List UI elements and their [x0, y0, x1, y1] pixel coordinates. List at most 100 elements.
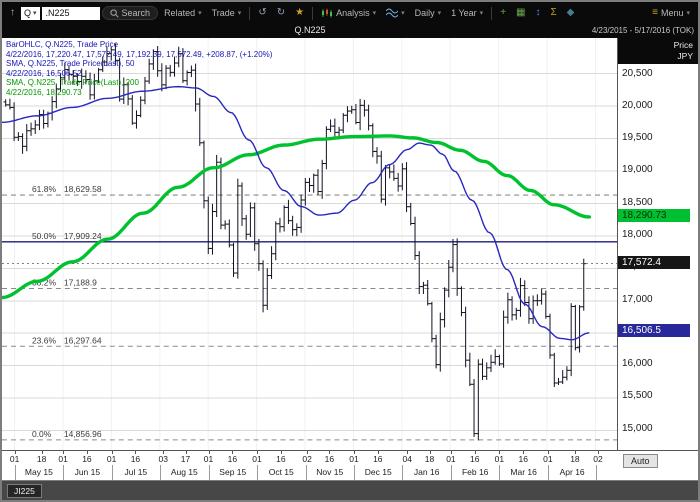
- fib-level-pct: 61.8%: [32, 184, 56, 194]
- month-separator: [596, 465, 598, 480]
- annotate-icon[interactable]: +: [500, 7, 507, 18]
- x-tick-mark: [597, 451, 599, 454]
- toolbar-divider: [312, 6, 314, 20]
- x-tick-mark: [232, 451, 234, 454]
- caret-down-icon: ▾: [237, 10, 242, 17]
- x-tick-mark: [429, 451, 431, 454]
- x-tick-mark: [280, 451, 282, 454]
- favorites-icon[interactable]: ★: [295, 7, 305, 18]
- y-axis-title: Price: [673, 40, 693, 50]
- fib-level-value: 17,909.24: [64, 231, 102, 241]
- menu-button[interactable]: ≡ Menu ▾: [648, 6, 694, 20]
- month-separator: [208, 465, 210, 480]
- nav-up-icon[interactable]: ↑: [10, 7, 15, 18]
- month-separator: [402, 465, 404, 480]
- interval-value: Daily: [414, 8, 435, 18]
- x-axis-day-label: 16: [227, 454, 238, 464]
- range-select[interactable]: 1 Year ▾: [447, 6, 487, 20]
- y-axis-label: 20,000: [622, 99, 653, 111]
- x-tick-mark: [307, 451, 309, 454]
- x-axis-day-label: 01: [446, 454, 456, 464]
- x-axis-month-label: Dec 15: [364, 467, 392, 477]
- caret-down-icon: ▾: [198, 10, 202, 17]
- x-tick-mark: [163, 451, 165, 454]
- interval-select[interactable]: Daily ▾: [411, 6, 446, 20]
- redo-icon[interactable]: ↻: [276, 7, 286, 18]
- month-separator: [257, 465, 259, 480]
- auto-scale-button[interactable]: Auto: [623, 454, 658, 468]
- y-axis[interactable]: Price JPY 20,500 20,000 19,500 19,000 18,500…: [618, 38, 698, 450]
- x-axis-day-label: 17: [180, 454, 191, 464]
- x-axis-month-label: Jun 15: [74, 467, 101, 477]
- scale-arrows-icon[interactable]: ↕: [535, 7, 541, 18]
- analysis-label: Analysis: [336, 8, 370, 18]
- x-tick-mark: [257, 451, 259, 454]
- x-tick-mark: [14, 451, 16, 454]
- x-axis-month-label: Mar 16: [510, 467, 537, 477]
- x-axis-day-label: 16: [82, 454, 92, 464]
- x-axis-month-label: Jan 16: [413, 467, 440, 477]
- search-icon: [109, 8, 119, 18]
- x-axis-day-label: 01: [106, 454, 117, 464]
- month-separator: [111, 465, 113, 480]
- x-axis-month-label: Oct 15: [268, 467, 294, 477]
- wave-layout-icon: [386, 8, 399, 18]
- x-axis-day-label: 16: [130, 454, 141, 464]
- month-separator: [305, 465, 307, 480]
- menu-icon: ≡: [652, 7, 658, 18]
- x-axis-day-label: 16: [518, 454, 528, 464]
- x-axis-day-label: 18: [36, 454, 47, 464]
- month-separator: [353, 465, 355, 480]
- indicator-icon[interactable]: ◆: [566, 7, 575, 18]
- x-axis[interactable]: May 15 Jun 15 Jul 15 Aug 15 Sep 15 Oct 15 Nov …: [2, 450, 618, 480]
- x-axis-day-label: 16: [373, 454, 383, 464]
- x-tick-mark: [329, 451, 331, 454]
- y-axis-header: Price JPY: [618, 38, 698, 64]
- chart-date-range: 4/23/2015 - 5/17/2016 (TOK): [591, 26, 694, 35]
- fib-level-value: 14,856.96: [64, 429, 102, 439]
- toolbar: ↑ Q ▾ .N225 Search Related ▾ Trade ▾ ↺ ↻…: [2, 2, 698, 24]
- month-separator: [499, 465, 501, 480]
- y-axis-label: 18,500: [622, 196, 653, 208]
- x-tick-mark: [63, 451, 65, 454]
- quote-type-select[interactable]: Q ▾: [21, 6, 40, 20]
- layout-menu[interactable]: ▾: [382, 6, 409, 20]
- x-tick-mark: [353, 451, 355, 454]
- symbol-input[interactable]: .N225: [41, 6, 100, 20]
- price-tag: 18,290.73: [618, 209, 690, 223]
- related-menu[interactable]: Related ▾: [160, 6, 206, 20]
- caret-down-icon: ▾: [372, 10, 377, 17]
- search-button[interactable]: Search: [101, 6, 159, 20]
- x-axis-day-label: 01: [58, 454, 68, 464]
- fib-level-pct: 50.0%: [32, 231, 56, 241]
- caret-down-icon: ▾: [437, 10, 442, 17]
- undo-icon[interactable]: ↺: [258, 7, 267, 18]
- status-bar: JI225: [2, 480, 698, 500]
- y-axis-label: 17,000: [622, 293, 653, 305]
- x-axis-month-label: Feb 16: [461, 467, 489, 477]
- y-axis-currency: JPY: [677, 51, 693, 61]
- x-tick-mark: [111, 451, 113, 454]
- x-tick-mark: [523, 451, 525, 454]
- fib-level-pct: 38.2%: [32, 277, 56, 287]
- chart-header: Q.N225 4/23/2015 - 5/17/2016 (TOK): [2, 24, 698, 38]
- x-axis-day-label: 02: [593, 454, 603, 464]
- page-tab[interactable]: JI225: [7, 483, 42, 498]
- x-axis-month-label: Nov 15: [316, 467, 344, 477]
- trade-menu[interactable]: Trade ▾: [208, 6, 246, 20]
- functions-icon[interactable]: Σ: [550, 7, 557, 18]
- x-axis-day-label: 01: [203, 454, 214, 464]
- price-chart-canvas[interactable]: 61.8% 18,629.58 50.0% 17,909.24 38.2% 17,188.…: [2, 38, 618, 450]
- x-tick-mark: [499, 451, 501, 454]
- related-label: Related: [164, 8, 196, 18]
- sma-50-line: [2, 85, 590, 341]
- fib-level-value: 17,188.9: [64, 277, 97, 287]
- fib-level-pct: 0.0%: [32, 429, 52, 439]
- x-tick-mark: [41, 451, 43, 454]
- x-tick-mark: [547, 451, 549, 454]
- analysis-menu[interactable]: Analysis ▾: [317, 6, 380, 20]
- grid-view-icon[interactable]: ▦: [516, 7, 526, 18]
- x-tick-mark: [574, 451, 576, 454]
- x-tick-mark: [135, 451, 137, 454]
- price-tag: 16,506.5: [618, 324, 690, 338]
